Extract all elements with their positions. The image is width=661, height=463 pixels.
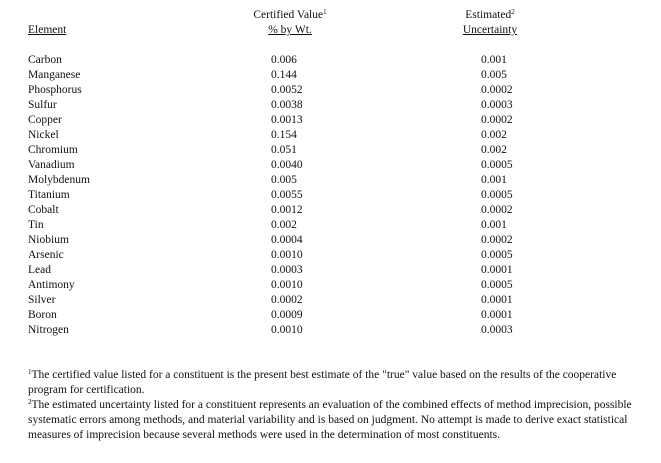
certified-value: 0.0002 <box>271 294 303 306</box>
uncertainty-value: 0.001 <box>481 54 507 66</box>
uncertainty-value: 0.0001 <box>481 264 513 276</box>
table-row: Antimony 0.0010 0.0005 <box>0 278 661 293</box>
uncertainty-value: 0.0005 <box>481 159 513 171</box>
footnote-mark: 1 <box>28 368 32 376</box>
certified-value: 0.154 <box>271 129 297 141</box>
header-certified-value: Certified Value1 <box>230 8 350 22</box>
uncertainty-value: 0.0001 <box>481 294 513 306</box>
uncertainty-value: 0.0005 <box>481 249 513 261</box>
certified-value: 0.002 <box>271 219 297 231</box>
table-row: Phosphorus 0.0052 0.0002 <box>0 83 661 98</box>
certified-value: 0.0052 <box>271 84 303 96</box>
uncertainty-value: 0.0002 <box>481 204 513 216</box>
element-name: Niobium <box>28 234 69 246</box>
footnote-text: The certified value listed for a constit… <box>28 369 617 396</box>
uncertainty-value: 0.0003 <box>481 99 513 111</box>
uncertainty-value: 0.0001 <box>481 309 513 321</box>
element-name: Nitrogen <box>28 324 69 336</box>
element-name: Copper <box>28 114 62 126</box>
table-row: Nitrogen 0.0010 0.0003 <box>0 323 661 338</box>
uncertainty-value: 0.0002 <box>481 234 513 246</box>
element-name: Molybdenum <box>28 174 90 186</box>
footnote-mark: 2 <box>28 398 32 406</box>
table-row: Silver 0.0002 0.0001 <box>0 293 661 308</box>
element-name: Manganese <box>28 69 81 81</box>
certified-value: 0.0009 <box>271 309 303 321</box>
uncertainty-value: 0.001 <box>481 219 507 231</box>
element-name: Silver <box>28 294 56 306</box>
certified-value: 0.0010 <box>271 249 303 261</box>
certified-value: 0.0040 <box>271 159 303 171</box>
header-element: Element <box>28 24 67 36</box>
table-row: Arsenic 0.0010 0.0005 <box>0 248 661 263</box>
certified-value: 0.0010 <box>271 279 303 291</box>
element-name: Tin <box>28 219 44 231</box>
element-name: Cobalt <box>28 204 59 216</box>
uncertainty-value: 0.0005 <box>481 279 513 291</box>
certified-value: 0.051 <box>271 144 297 156</box>
header-estimated-label: Estimated <box>465 9 512 21</box>
certified-value: 0.0055 <box>271 189 303 201</box>
header-certified-label: Certified Value <box>253 9 324 21</box>
element-name: Carbon <box>28 54 62 66</box>
footnote-2: 2The estimated uncertainty listed for a … <box>28 398 648 443</box>
table-row: Sulfur 0.0038 0.0003 <box>0 98 661 113</box>
certified-value: 0.0004 <box>271 234 303 246</box>
table-row: Lead 0.0003 0.0001 <box>0 263 661 278</box>
table-row: Chromium 0.051 0.002 <box>0 143 661 158</box>
element-name: Lead <box>28 264 51 276</box>
header-certified-unit: % by Wt. <box>268 24 312 36</box>
certified-value: 0.006 <box>271 54 297 66</box>
certified-value: 0.144 <box>271 69 297 81</box>
footnote-1: 1The certified value listed for a consti… <box>28 368 648 398</box>
uncertainty-value: 0.0005 <box>481 189 513 201</box>
element-name: Phosphorus <box>28 84 82 96</box>
element-name: Antimony <box>28 279 75 291</box>
table-row: Molybdenum 0.005 0.001 <box>0 173 661 188</box>
certified-value: 0.005 <box>271 174 297 186</box>
table-row: Nickel 0.154 0.002 <box>0 128 661 143</box>
table-row: Carbon 0.006 0.001 <box>0 53 661 68</box>
header-uncertainty: Uncertainty <box>462 24 518 36</box>
element-name: Titanium <box>28 189 70 201</box>
uncertainty-value: 0.005 <box>481 69 507 81</box>
uncertainty-value: 0.0003 <box>481 324 513 336</box>
footnote-text: The estimated uncertainty listed for a c… <box>28 399 632 441</box>
element-name: Nickel <box>28 129 59 141</box>
table-row: Tin 0.002 0.001 <box>0 218 661 233</box>
table-row: Manganese 0.144 0.005 <box>0 68 661 83</box>
element-name: Boron <box>28 309 57 321</box>
certified-value: 0.0038 <box>271 99 303 111</box>
table-row: Cobalt 0.0012 0.0002 <box>0 203 661 218</box>
header-estimated: Estimated2 <box>440 8 540 22</box>
element-name: Chromium <box>28 144 78 156</box>
table-row: Boron 0.0009 0.0001 <box>0 308 661 323</box>
element-name: Arsenic <box>28 249 64 261</box>
certified-value: 0.0003 <box>271 264 303 276</box>
footnote-ref-2: 2 <box>511 8 515 16</box>
table-row: Niobium 0.0004 0.0002 <box>0 233 661 248</box>
certified-value: 0.0013 <box>271 114 303 126</box>
certified-value: 0.0010 <box>271 324 303 336</box>
uncertainty-value: 0.002 <box>481 129 507 141</box>
uncertainty-value: 0.002 <box>481 144 507 156</box>
footnote-ref-1: 1 <box>323 8 327 16</box>
certified-value: 0.0012 <box>271 204 303 216</box>
table-row: Titanium 0.0055 0.0005 <box>0 188 661 203</box>
element-name: Vanadium <box>28 159 75 171</box>
table-row: Vanadium 0.0040 0.0005 <box>0 158 661 173</box>
element-name: Sulfur <box>28 99 57 111</box>
uncertainty-value: 0.0002 <box>481 84 513 96</box>
uncertainty-value: 0.001 <box>481 174 507 186</box>
table-row: Copper 0.0013 0.0002 <box>0 113 661 128</box>
uncertainty-value: 0.0002 <box>481 114 513 126</box>
